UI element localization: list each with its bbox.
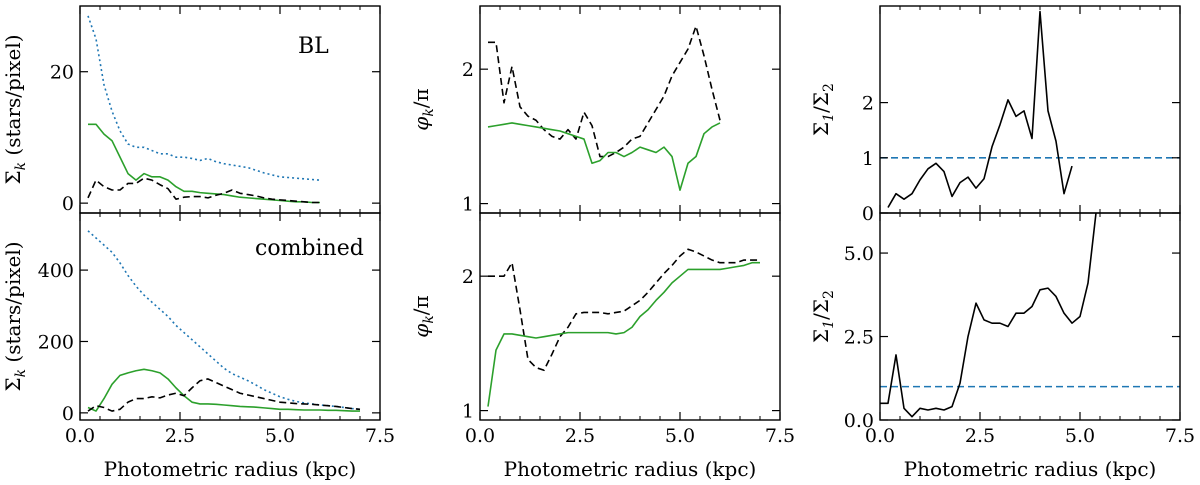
series-solid-green (87, 368, 360, 412)
y-tick-label: 2 (462, 59, 474, 81)
y-tick-label: 5.0 (844, 243, 874, 265)
x-tick-label: 7.5 (1165, 425, 1195, 447)
x-tick-label: 5.0 (665, 425, 695, 447)
y-tick-label: 2 (462, 266, 474, 288)
x-tick-label: 7.5 (365, 425, 395, 447)
y-axis-label: Σ1/Σ2 (809, 290, 837, 343)
x-tick-label: 0.0 (465, 425, 495, 447)
series-dashed-black (488, 248, 760, 372)
x-tick-label: 2.5 (165, 425, 195, 447)
x-axis-label: Photometric radius (kpc) (104, 457, 357, 481)
x-tick-label: 5.0 (1065, 425, 1095, 447)
series-dashed-black (87, 177, 320, 204)
panel-annotation: combined (255, 236, 364, 261)
panel-top-right: 0 1 2 Σ1/Σ2 (809, 5, 1181, 225)
series-solid-green (487, 122, 721, 191)
y-tick-label: 0 (862, 203, 874, 225)
x-tick-label: 5.0 (265, 425, 295, 447)
axes-frame (879, 5, 1181, 214)
x-tick-label: 2.5 (965, 425, 995, 447)
x-tick-label: 7.5 (765, 425, 795, 447)
panel-top-left: 0 20 Σk (stars/pixel) BL (1, 5, 381, 215)
x-axis-label: Photometric radius (kpc) (904, 457, 1157, 481)
series-solid-green (487, 261, 760, 407)
x-axis-label: Photometric radius (kpc) (504, 457, 757, 481)
y-tick-label: 0 (62, 193, 74, 215)
series-dashed-black (488, 25, 721, 158)
y-tick-label: 1 (862, 148, 874, 170)
y-axis-label: Σk (stars/pixel) (1, 34, 29, 184)
y-axis-label: Σ1/Σ2 (809, 83, 837, 136)
y-tick-label: 200 (38, 331, 74, 353)
panel-bottom-left: 0.0 2.5 5.0 7.5 0 200 400 Photometric radius (k… (1, 212, 395, 481)
axes-frame (479, 5, 781, 214)
y-tick-label: 0 (62, 403, 74, 425)
y-tick-label: 400 (38, 260, 74, 282)
y-tick-label: 0.0 (844, 410, 874, 432)
axes-frame (879, 212, 1181, 421)
axes-frame (79, 5, 381, 214)
panel-annotation: BL (298, 34, 329, 59)
series-solid-black (887, 10, 1073, 208)
series-dashed-black (87, 378, 361, 412)
series-solid-black (880, 213, 1097, 418)
x-tick-label: 2.5 (565, 425, 595, 447)
y-tick-label: 2 (862, 93, 874, 115)
series-dotted-blue (87, 15, 321, 181)
panel-bottom-right: 0.0 2.5 5.0 7.5 0.0 2.5 5.0 Photometric radius … (809, 212, 1195, 481)
x-tick-label: 0.0 (65, 425, 95, 447)
panel-bottom-middle: 0.0 2.5 5.0 7.5 1 2 Photometric radius (kpc) φk… (409, 212, 795, 481)
y-tick-label: 1 (462, 194, 474, 216)
axes-frame (79, 212, 381, 421)
y-axis-label: Σk (stars/pixel) (1, 241, 29, 391)
y-axis-label: φk/π (409, 295, 437, 337)
y-tick-label: 2.5 (844, 327, 874, 349)
x-tick-label: 0.0 (865, 425, 895, 447)
panel-top-middle: 1 2 φk/π (409, 5, 781, 216)
y-tick-label: 20 (50, 62, 74, 84)
y-tick-label: 1 (462, 401, 474, 423)
y-axis-label: φk/π (409, 88, 437, 130)
axes-frame (479, 212, 781, 421)
